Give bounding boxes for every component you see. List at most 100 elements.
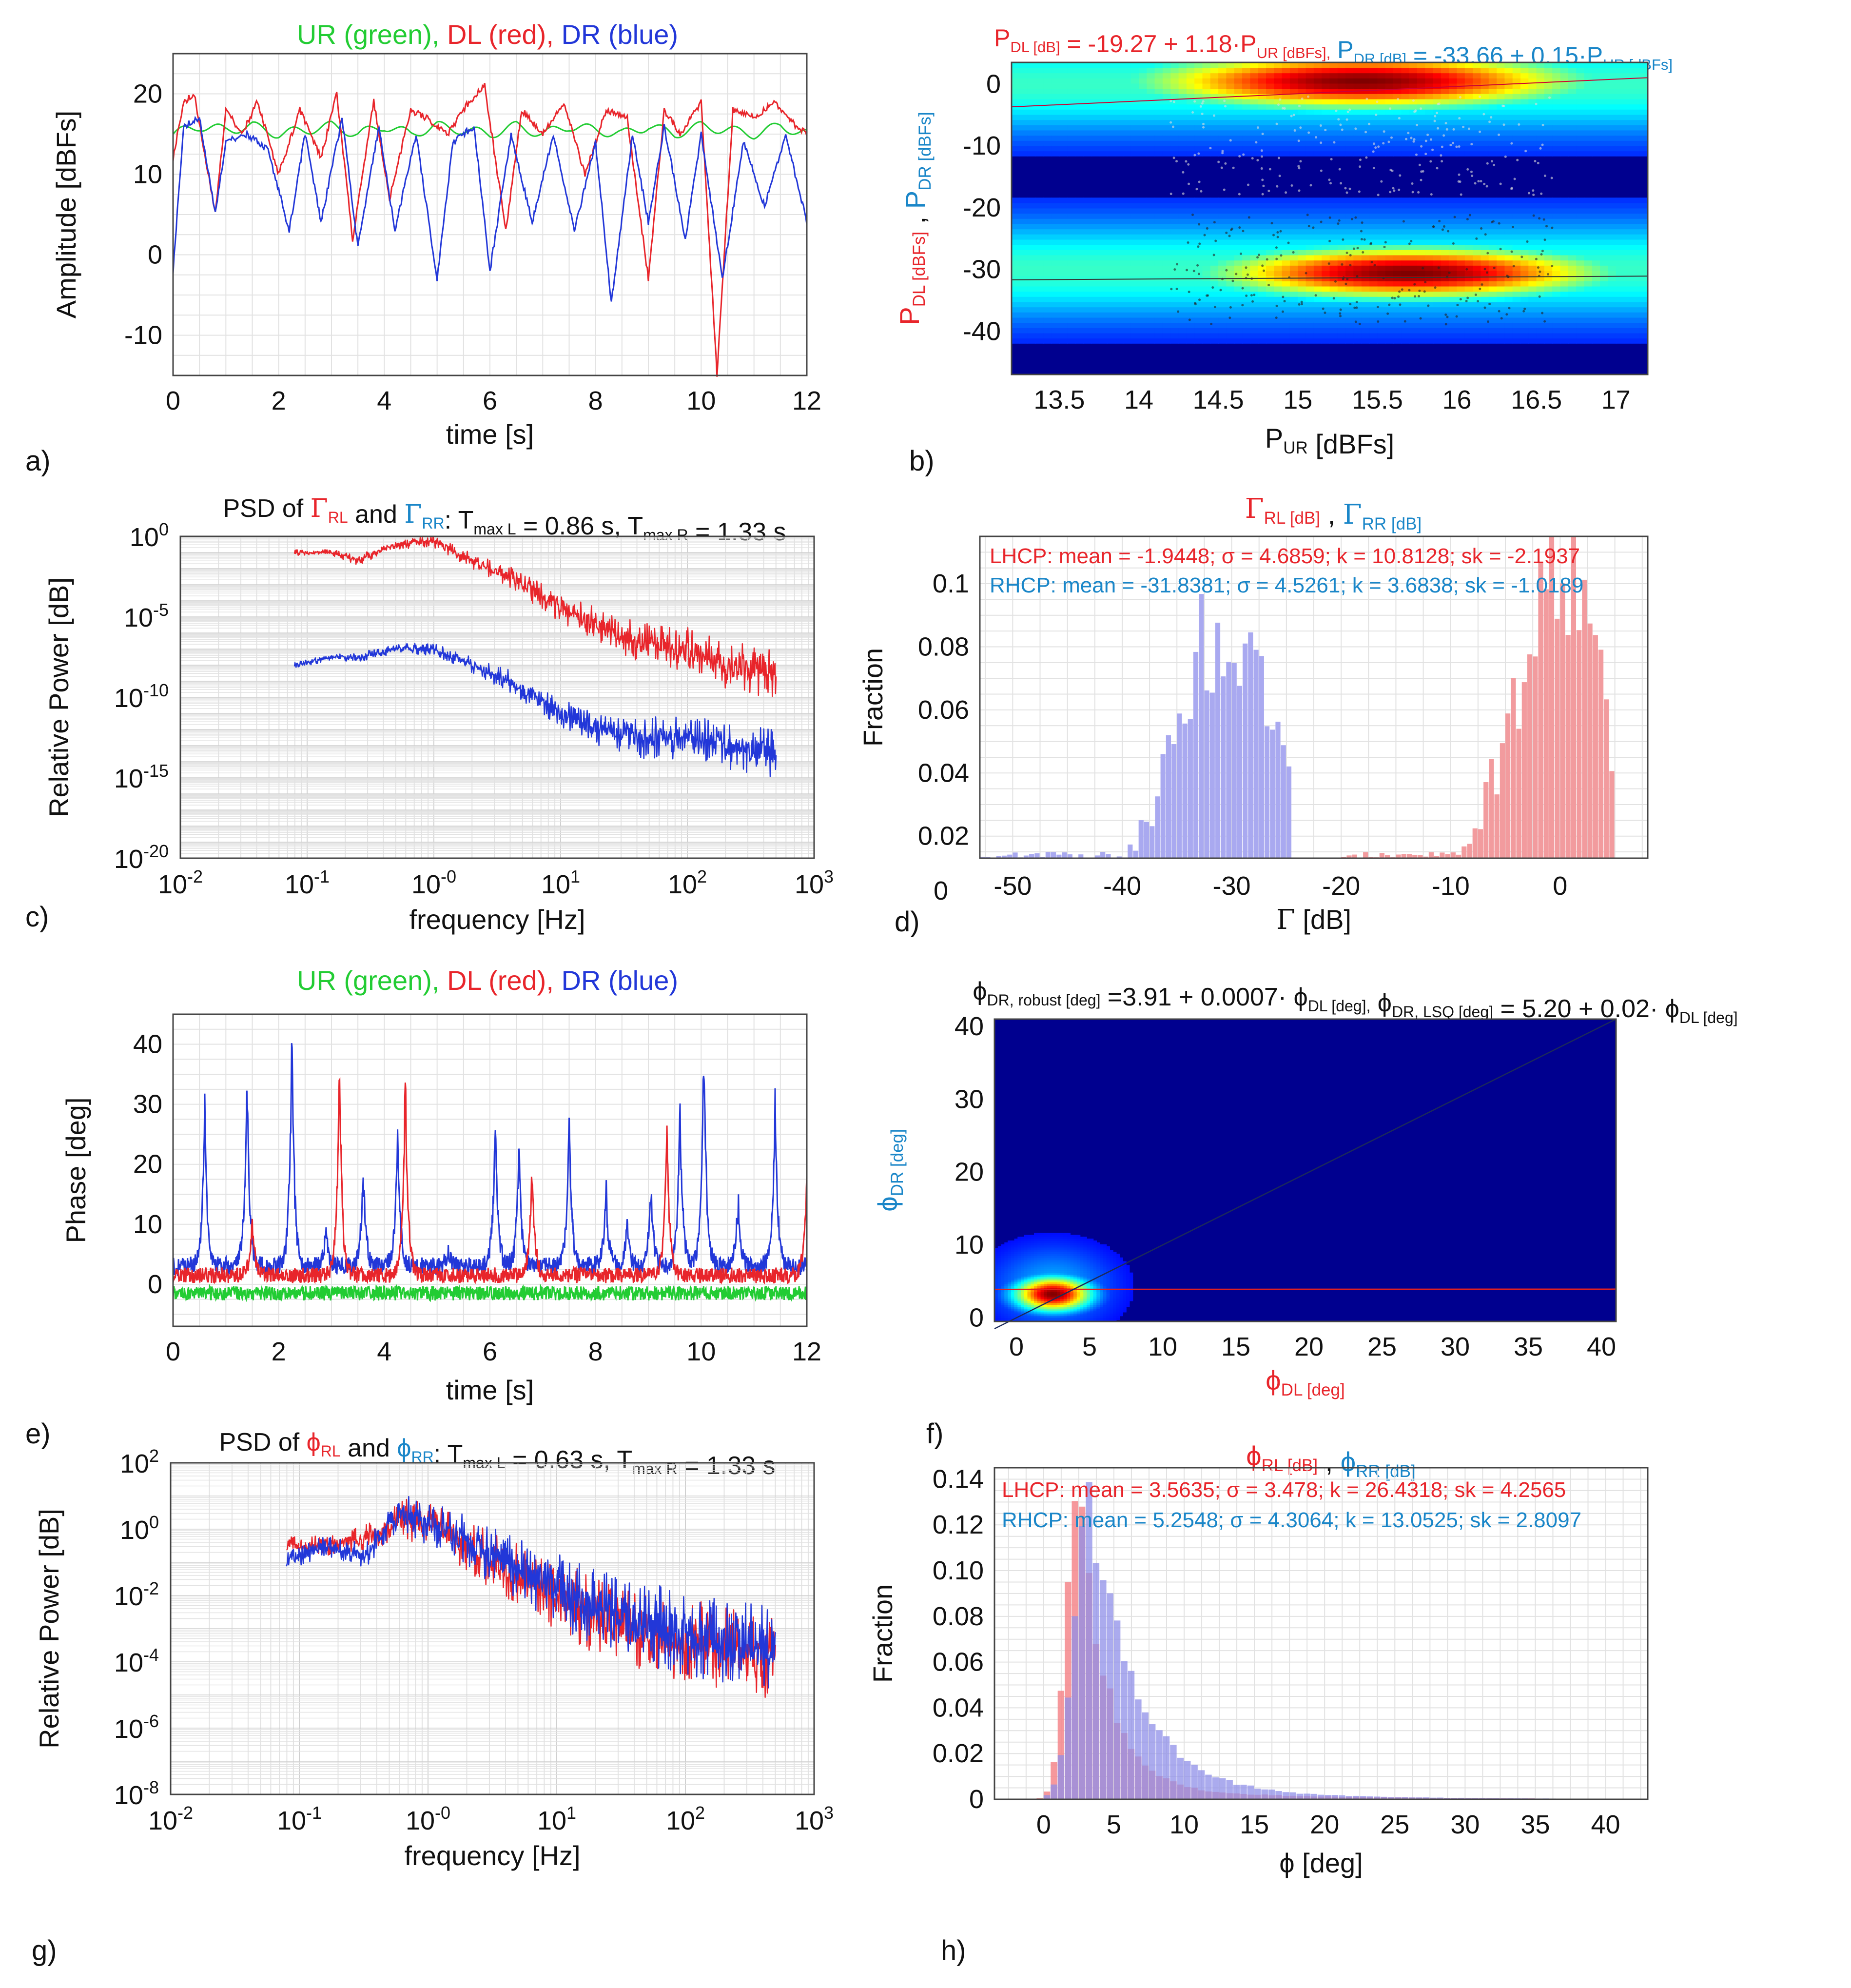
plot-frame <box>172 53 808 376</box>
heatmap-cell <box>1560 265 1569 271</box>
heatmap-cell <box>1051 130 1060 136</box>
scatter-point <box>1228 316 1231 319</box>
heatmap-cell <box>1481 140 1489 146</box>
heatmap-cell <box>1401 67 1410 74</box>
scatter-point <box>1314 294 1317 297</box>
heatmap-cell <box>1001 1274 1005 1277</box>
heatmap-cell <box>1075 239 1084 245</box>
scatter-point <box>1277 103 1280 106</box>
heatmap-cell <box>1552 255 1561 261</box>
histogram-bar <box>1138 820 1144 858</box>
heatmap-cell <box>1091 151 1100 157</box>
heatmap-cell <box>1385 239 1394 245</box>
heatmap-cell <box>1059 94 1068 99</box>
heatmap-cell <box>1639 83 1648 89</box>
heatmap-cell <box>1544 88 1553 94</box>
heatmap-cell <box>1369 322 1378 328</box>
heatmap-cell <box>1377 223 1386 230</box>
heatmap-cell <box>1107 328 1115 334</box>
heatmap-cell <box>1298 291 1306 297</box>
heatmap-cell <box>1004 1276 1008 1279</box>
heatmap-cell <box>1012 255 1020 261</box>
heatmap-cell <box>994 1306 998 1309</box>
scatter-point <box>1201 112 1204 115</box>
heatmap-cell <box>1170 281 1179 287</box>
heatmap-cell <box>1584 223 1593 230</box>
heatmap-cell <box>1377 203 1386 209</box>
heatmap-cell <box>1377 213 1386 219</box>
heatmap-cell <box>1067 270 1076 276</box>
heatmap-cell <box>1425 135 1434 141</box>
histogram-bar <box>1401 854 1406 858</box>
heatmap-cell <box>1504 255 1513 261</box>
heatmap-cell <box>1417 114 1425 120</box>
heatmap-cell <box>1441 109 1449 115</box>
heatmap-cell <box>1560 109 1569 115</box>
heatmap-cell <box>1600 213 1609 219</box>
heatmap-cell <box>1012 317 1020 323</box>
heatmap-cell <box>1433 88 1442 94</box>
heatmap-cell <box>1298 119 1306 125</box>
heatmap-cell <box>1592 109 1600 115</box>
heatmap-cell <box>1019 130 1028 136</box>
scatter-point <box>1275 257 1278 260</box>
heatmap-cell <box>1504 281 1513 287</box>
heatmap-cell <box>1337 67 1346 74</box>
heatmap-cell <box>1417 78 1425 84</box>
heatmap-cell <box>1059 67 1068 74</box>
heatmap-cell <box>1298 338 1306 344</box>
histogram-bar <box>1582 579 1587 858</box>
heatmap-cell <box>1083 229 1091 235</box>
heatmap-cell <box>1385 135 1394 141</box>
heatmap-cell <box>1457 88 1465 94</box>
heatmap-cell <box>1162 234 1171 240</box>
heatmap-cell <box>1305 333 1314 339</box>
x-tick-label: -20 <box>1322 871 1360 901</box>
heatmap-cell <box>1282 73 1290 79</box>
heatmap-cell <box>1473 151 1481 157</box>
heatmap-cell <box>1059 322 1068 328</box>
heatmap-cell <box>1409 260 1418 266</box>
heatmap-cell <box>1481 73 1489 79</box>
heatmap-cell <box>1464 67 1473 74</box>
heatmap-cell <box>1337 62 1346 68</box>
scatter-point <box>1483 182 1486 185</box>
heatmap-cell <box>1067 67 1076 74</box>
heatmap-cell <box>1115 307 1124 313</box>
heatmap-cell <box>1115 328 1124 334</box>
heatmap-cell <box>1107 135 1115 141</box>
heatmap-cell <box>1353 333 1362 339</box>
heatmap-cell <box>1162 88 1171 94</box>
heatmap-cell <box>1552 301 1561 308</box>
heatmap-cell <box>1449 130 1458 136</box>
heatmap-cell <box>1170 197 1179 203</box>
plot-frame <box>172 1013 808 1327</box>
heatmap-cell <box>1568 73 1577 79</box>
heatmap-cell <box>1441 62 1449 68</box>
scatter-point <box>1175 160 1178 163</box>
heatmap-cell <box>1433 239 1442 245</box>
heatmap-cell <box>1449 218 1458 224</box>
x-tick-label: 20 <box>1294 1332 1324 1361</box>
heatmap-cell <box>1536 62 1545 68</box>
heatmap-cell <box>1409 218 1418 224</box>
heatmap-cell <box>1170 338 1179 344</box>
heatmap-cell <box>1091 223 1100 230</box>
histogram-bar <box>1106 854 1111 858</box>
heatmap-cell <box>994 1319 998 1322</box>
heatmap-cell <box>1115 88 1124 94</box>
heatmap-cell <box>1186 244 1195 250</box>
heatmap-cell <box>1313 88 1322 94</box>
heatmap-cell <box>1014 1312 1018 1315</box>
heatmap-cell <box>1186 73 1195 79</box>
heatmap-cell <box>1067 250 1076 256</box>
heatmap-cell <box>1170 291 1179 297</box>
heatmap-cell <box>1250 317 1259 323</box>
heatmap-cell <box>1417 286 1425 292</box>
heatmap-cell <box>1624 229 1633 235</box>
heatmap-cell <box>1457 322 1465 328</box>
heatmap-cell <box>1592 62 1600 68</box>
heatmap-cell <box>1035 229 1044 235</box>
heatmap-cell <box>1322 296 1330 302</box>
heatmap-cell <box>1008 1285 1012 1288</box>
